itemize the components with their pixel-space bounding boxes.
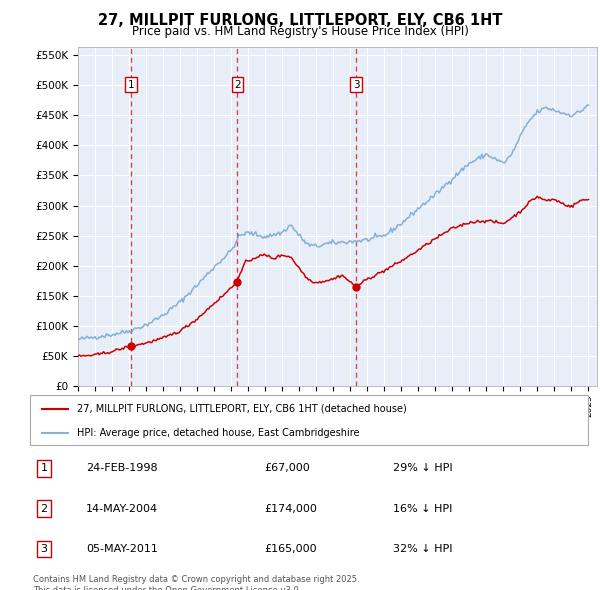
Text: 3: 3 — [40, 544, 47, 553]
Text: 2: 2 — [234, 80, 241, 90]
Text: £165,000: £165,000 — [265, 544, 317, 553]
Text: 1: 1 — [40, 464, 47, 473]
Text: 27, MILLPIT FURLONG, LITTLEPORT, ELY, CB6 1HT (detached house): 27, MILLPIT FURLONG, LITTLEPORT, ELY, CB… — [77, 404, 407, 414]
FancyBboxPatch shape — [30, 395, 588, 445]
Text: HPI: Average price, detached house, East Cambridgeshire: HPI: Average price, detached house, East… — [77, 428, 360, 438]
Text: 3: 3 — [353, 80, 359, 90]
Text: Contains HM Land Registry data © Crown copyright and database right 2025.
This d: Contains HM Land Registry data © Crown c… — [33, 575, 359, 590]
Text: 32% ↓ HPI: 32% ↓ HPI — [392, 544, 452, 553]
Text: 27, MILLPIT FURLONG, LITTLEPORT, ELY, CB6 1HT: 27, MILLPIT FURLONG, LITTLEPORT, ELY, CB… — [98, 13, 502, 28]
Text: 2: 2 — [40, 504, 47, 513]
Text: Price paid vs. HM Land Registry's House Price Index (HPI): Price paid vs. HM Land Registry's House … — [131, 25, 469, 38]
Text: 1: 1 — [128, 80, 134, 90]
Text: 14-MAY-2004: 14-MAY-2004 — [86, 504, 158, 513]
Text: 16% ↓ HPI: 16% ↓ HPI — [392, 504, 452, 513]
Text: 29% ↓ HPI: 29% ↓ HPI — [392, 464, 452, 473]
Text: 24-FEB-1998: 24-FEB-1998 — [86, 464, 157, 473]
Text: £174,000: £174,000 — [265, 504, 317, 513]
Text: 05-MAY-2011: 05-MAY-2011 — [86, 544, 158, 553]
Text: £67,000: £67,000 — [265, 464, 310, 473]
